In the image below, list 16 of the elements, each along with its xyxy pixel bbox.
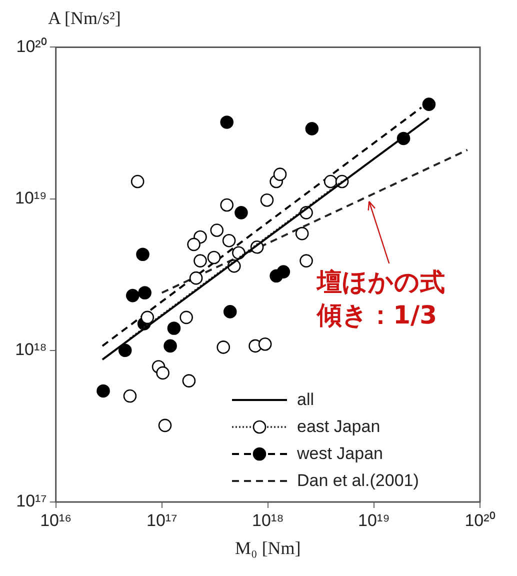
legend-label: west Japan [297, 444, 383, 464]
y-tick-label: 10¹⁷ [16, 492, 47, 511]
y-axis-title: A [Nm/s²] [47, 8, 122, 30]
x-tick-label: 10¹⁸ [252, 510, 284, 530]
x-tick-label: 10²⁰ [464, 510, 496, 530]
legend-label: all [297, 390, 314, 410]
x-tick-label: 10¹⁷ [146, 510, 178, 530]
x-tick-label: 10¹⁹ [358, 510, 390, 530]
legend-label: east Japan [297, 416, 380, 436]
y-tick-label: 10¹⁸ [15, 340, 47, 360]
y-tick-label: 10¹⁹ [14, 188, 47, 208]
annotation: 壇ほかの式傾き：1/3 [316, 267, 446, 330]
legend-label: Dan et al.(2001) [297, 470, 419, 490]
y-tick-label: 10²⁰ [16, 36, 47, 56]
x-axis-title: M₀ [Nm] [235, 538, 301, 558]
x-tick-label: 10¹⁶ [40, 510, 72, 530]
